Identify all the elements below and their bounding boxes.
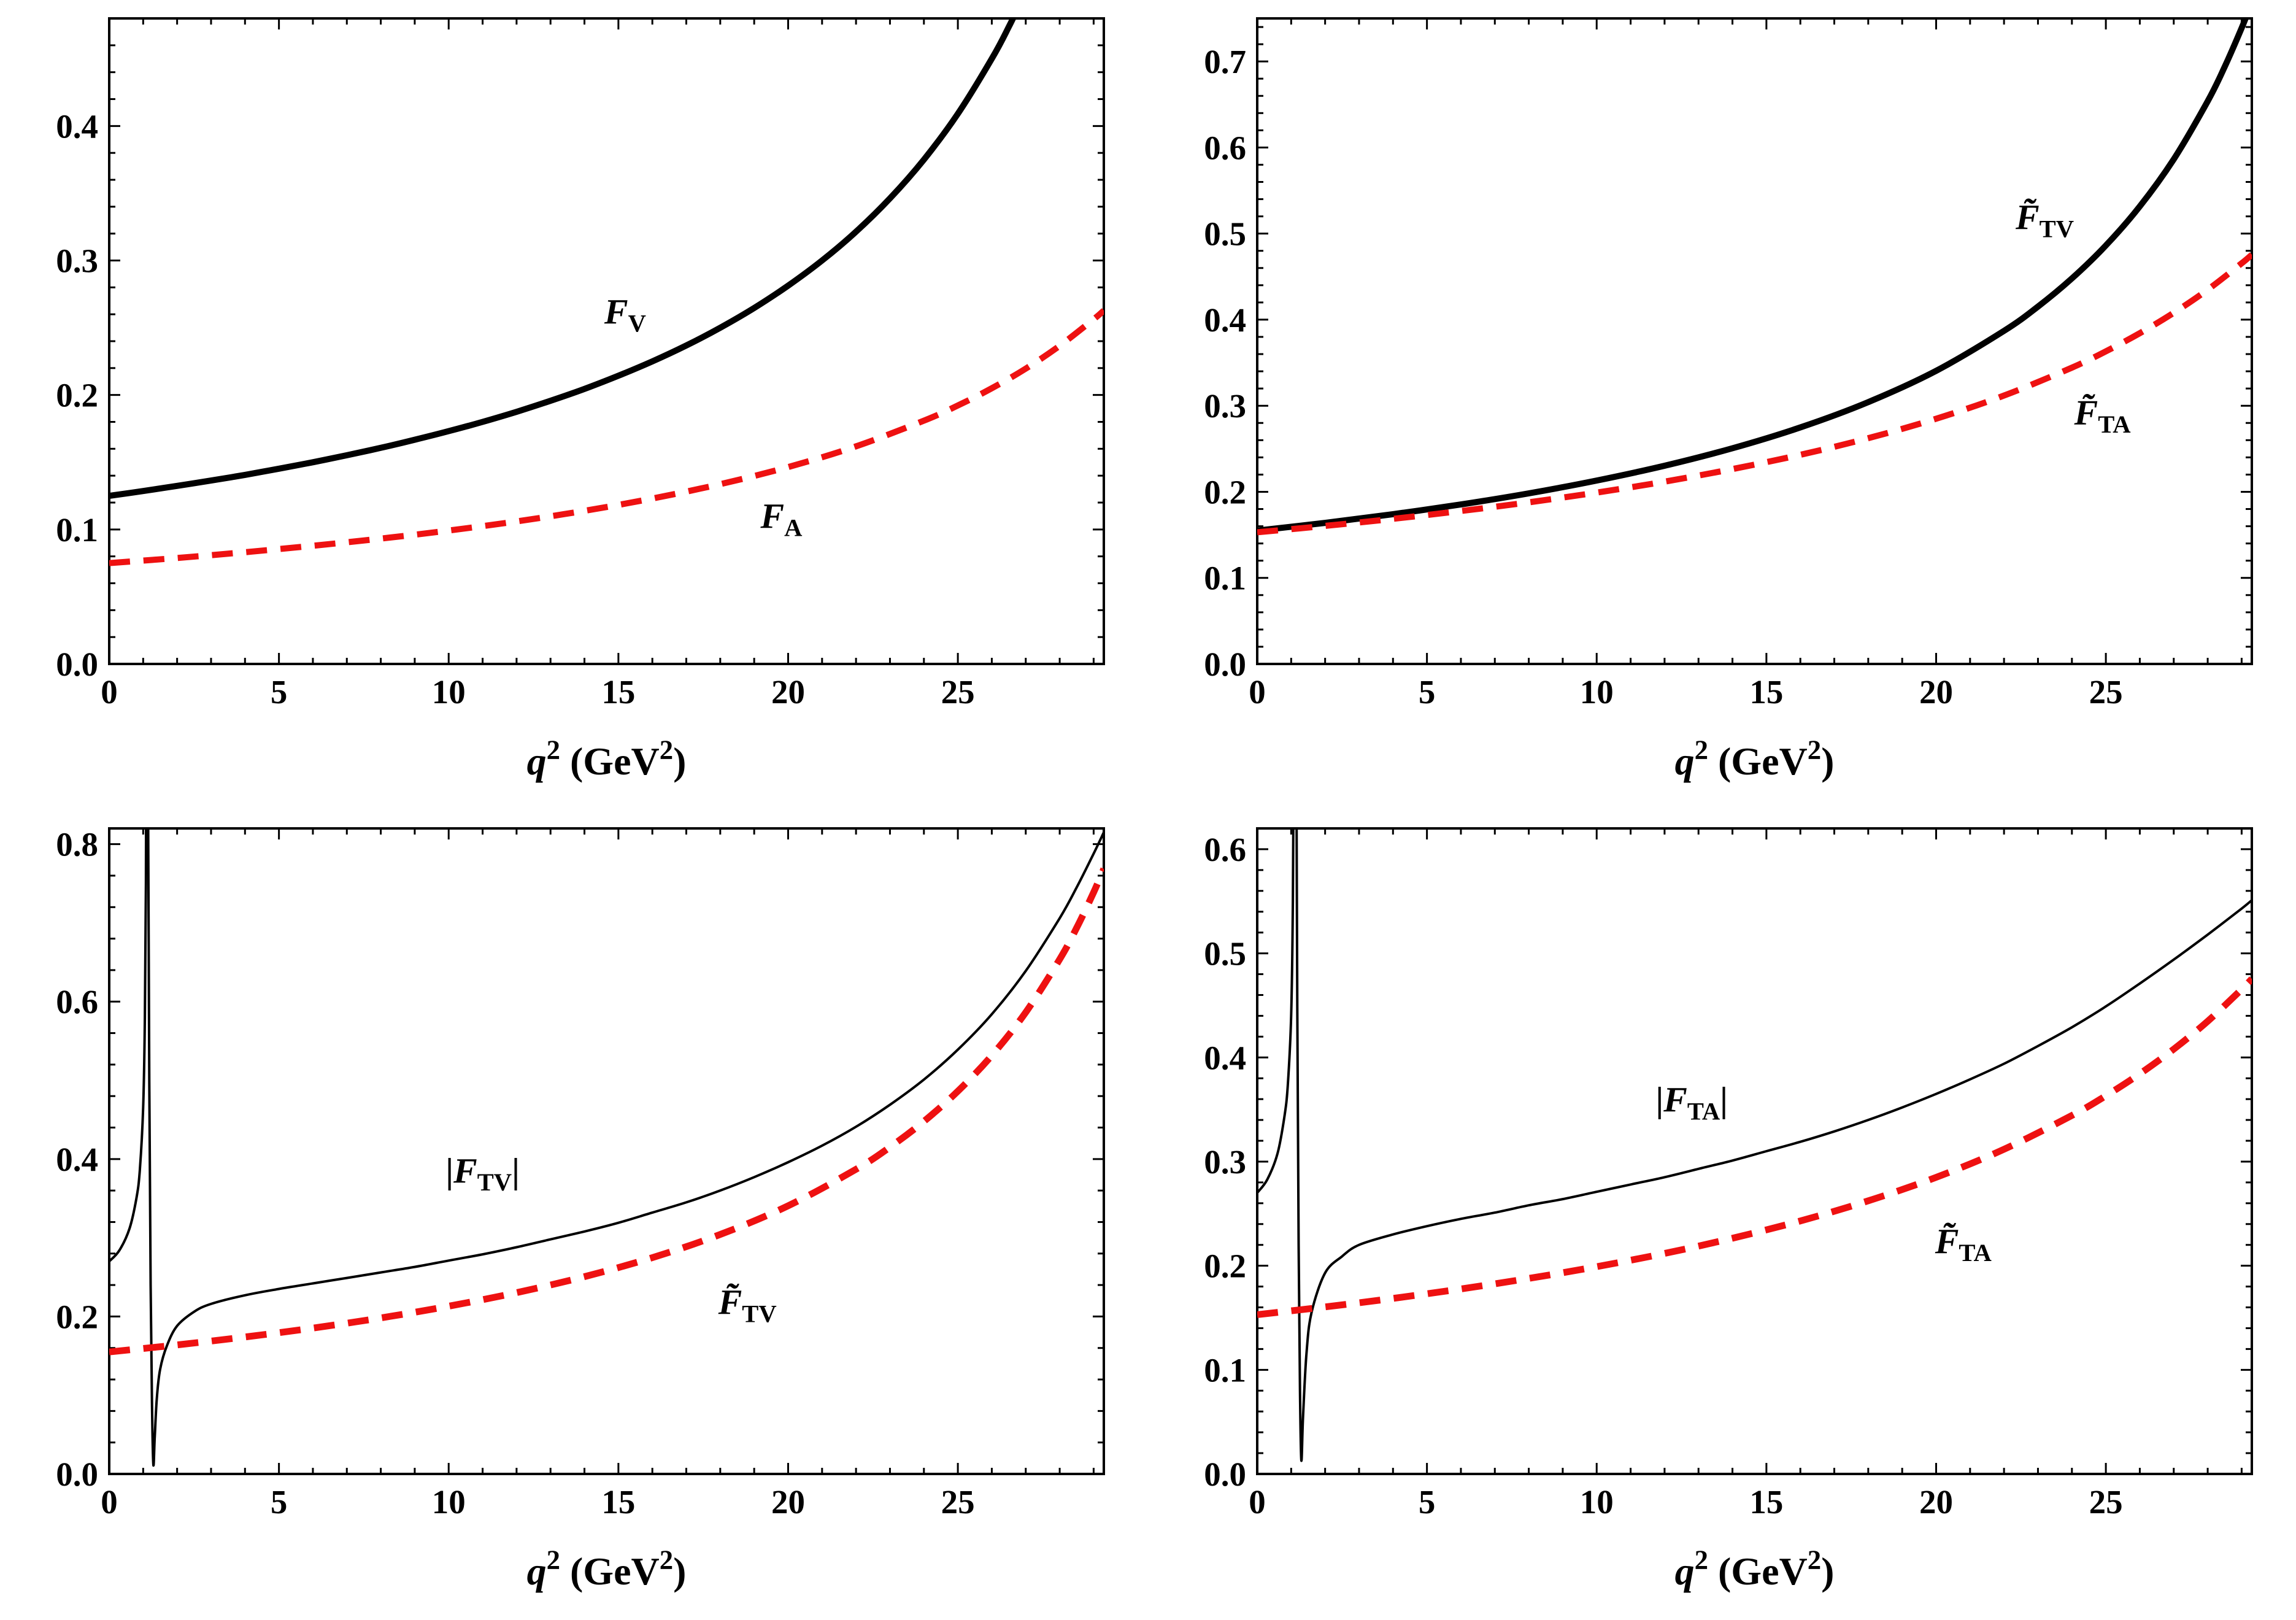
y-tick-label: 0.6 bbox=[56, 983, 98, 1020]
y-tick-label: 0.0 bbox=[56, 1456, 98, 1493]
y-tick-label: 0.6 bbox=[1204, 129, 1246, 166]
x-tick-label: 15 bbox=[1749, 673, 1783, 711]
y-tick-label: 0.2 bbox=[56, 377, 98, 414]
x-axis-label: q2 (GeV2) bbox=[1675, 734, 1835, 783]
y-tick-label: 0.4 bbox=[56, 107, 98, 145]
ticks bbox=[108, 17, 1104, 665]
y-tick-label: 0.0 bbox=[1204, 646, 1246, 683]
y-tick-label: 0.4 bbox=[1204, 1039, 1246, 1076]
y-tick-label: 0.4 bbox=[1204, 301, 1246, 339]
y-tick-label: 0.0 bbox=[56, 646, 98, 683]
chart-panel-bottom-left: 0 5 10 15 20 25 0.0 0.2 0.4 0.6 0.8 |FTV| F̃TV q2 (Ge… bbox=[0, 810, 1148, 1620]
x-axis-label: q2 (GeV2) bbox=[527, 1544, 687, 1593]
F_V-label: FV bbox=[604, 292, 646, 338]
y-tick-label: 0.5 bbox=[1204, 935, 1246, 973]
y-tick-label: 0.0 bbox=[1204, 1456, 1246, 1493]
ticks bbox=[108, 828, 1104, 1475]
y-tick-label: 0.8 bbox=[56, 826, 98, 863]
x-tick-label: 25 bbox=[941, 1483, 975, 1521]
chart-panel-top-right: 0 5 10 15 20 25 0.0 0.1 0.2 0.3 0.4 0.5 0.6 0.7 F̃TV F̃… bbox=[1148, 0, 2296, 810]
F_TA_tilde-label: F̃TA bbox=[1935, 1221, 1992, 1267]
F_TA_tilde-label: F̃TA bbox=[2074, 393, 2131, 438]
x-tick-label: 5 bbox=[1419, 1483, 1436, 1521]
x-tick-label: 5 bbox=[271, 1483, 288, 1521]
F_TV_abs-curve bbox=[109, 828, 1104, 1467]
x-tick-label: 10 bbox=[432, 1483, 466, 1521]
y-tick-label: 0.3 bbox=[1204, 1143, 1246, 1181]
F_A-label: FA bbox=[760, 496, 802, 542]
F_TV_tilde-label: F̃TV bbox=[718, 1282, 777, 1328]
y-tick-label: 0.6 bbox=[1204, 831, 1246, 868]
y-tick-label: 0.5 bbox=[1204, 215, 1246, 253]
y-tick-label: 0.3 bbox=[56, 242, 98, 280]
y-tick-label: 0.7 bbox=[1204, 43, 1246, 80]
x-tick-label: 10 bbox=[1580, 1483, 1614, 1521]
x-tick-label: 20 bbox=[771, 673, 805, 711]
x-tick-label: 0 bbox=[101, 673, 118, 711]
F_TV_tilde-curve bbox=[1257, 18, 2249, 534]
y-tick-label: 0.2 bbox=[1204, 473, 1246, 511]
plot-frame bbox=[108, 827, 1105, 1475]
chart-panel-top-left: 0 5 10 15 20 25 0.0 0.1 0.2 0.3 0.4 FV FA q2 (GeV2) bbox=[0, 0, 1148, 810]
x-tick-label: 20 bbox=[1919, 1483, 1953, 1521]
F_V-curve bbox=[109, 18, 1017, 499]
chart-svg-bottom-right: 0 5 10 15 20 25 0.0 0.1 0.2 0.3 0.4 0.5 0.6 |FTA| F̃TA… bbox=[1204, 827, 2253, 1593]
x-tick-label: 20 bbox=[771, 1483, 805, 1521]
F_A-curve bbox=[109, 308, 1104, 566]
x-tick-label: 25 bbox=[2089, 673, 2123, 711]
chart-panel-bottom-right: 0 5 10 15 20 25 0.0 0.1 0.2 0.3 0.4 0.5 0.6 |FTA| F̃TA… bbox=[1148, 810, 2296, 1620]
chart-svg-top-right: 0 5 10 15 20 25 0.0 0.1 0.2 0.3 0.4 0.5 0.6 0.7 F̃TV F̃… bbox=[1204, 17, 2253, 783]
F_TA_abs-label: |FTA| bbox=[1655, 1080, 1728, 1125]
x-axis-label: q2 (GeV2) bbox=[527, 734, 687, 783]
F_TV_tilde-label: F̃TV bbox=[2015, 198, 2074, 243]
plot-frame bbox=[1256, 827, 2253, 1475]
x-tick-label: 25 bbox=[941, 673, 975, 711]
x-tick-label: 0 bbox=[1249, 673, 1266, 711]
y-tick-label: 0.1 bbox=[56, 511, 98, 549]
ticks bbox=[1256, 18, 2252, 665]
F_TV_tilde-curve bbox=[109, 867, 1104, 1356]
y-tick-label: 0.4 bbox=[56, 1141, 98, 1178]
x-axis-label: q2 (GeV2) bbox=[1675, 1544, 1835, 1593]
x-tick-label: 10 bbox=[432, 673, 466, 711]
y-tick-label: 0.2 bbox=[1204, 1248, 1246, 1285]
y-tick-label: 0.2 bbox=[56, 1298, 98, 1335]
F_TA_abs-curve bbox=[1257, 828, 2252, 1462]
ticks bbox=[1256, 827, 2252, 1475]
F_TA_tilde-curve bbox=[1257, 976, 2252, 1318]
y-tick-label: 0.1 bbox=[1204, 1351, 1246, 1389]
x-tick-label: 0 bbox=[1249, 1483, 1266, 1521]
x-tick-label: 15 bbox=[601, 1483, 635, 1521]
chart-svg-bottom-left: 0 5 10 15 20 25 0.0 0.2 0.4 0.6 0.8 |FTV| F̃TV q2 (Ge… bbox=[56, 826, 1105, 1593]
x-tick-label: 5 bbox=[271, 673, 288, 711]
y-tick-label: 0.3 bbox=[1204, 387, 1246, 425]
plot-frame bbox=[1256, 17, 2253, 665]
x-tick-label: 20 bbox=[1919, 673, 1953, 711]
x-tick-label: 15 bbox=[1749, 1483, 1783, 1521]
x-tick-label: 15 bbox=[601, 673, 635, 711]
x-tick-label: 10 bbox=[1580, 673, 1614, 711]
x-tick-label: 25 bbox=[2089, 1483, 2123, 1521]
F_TV_abs-label: |FTV| bbox=[445, 1151, 520, 1196]
F_TA_tilde-curve bbox=[1257, 252, 2252, 536]
y-tick-label: 0.1 bbox=[1204, 560, 1246, 597]
x-tick-label: 0 bbox=[101, 1483, 118, 1521]
x-tick-label: 5 bbox=[1419, 673, 1436, 711]
chart-svg-top-left: 0 5 10 15 20 25 0.0 0.1 0.2 0.3 0.4 FV FA q2 (GeV2) bbox=[56, 17, 1105, 783]
